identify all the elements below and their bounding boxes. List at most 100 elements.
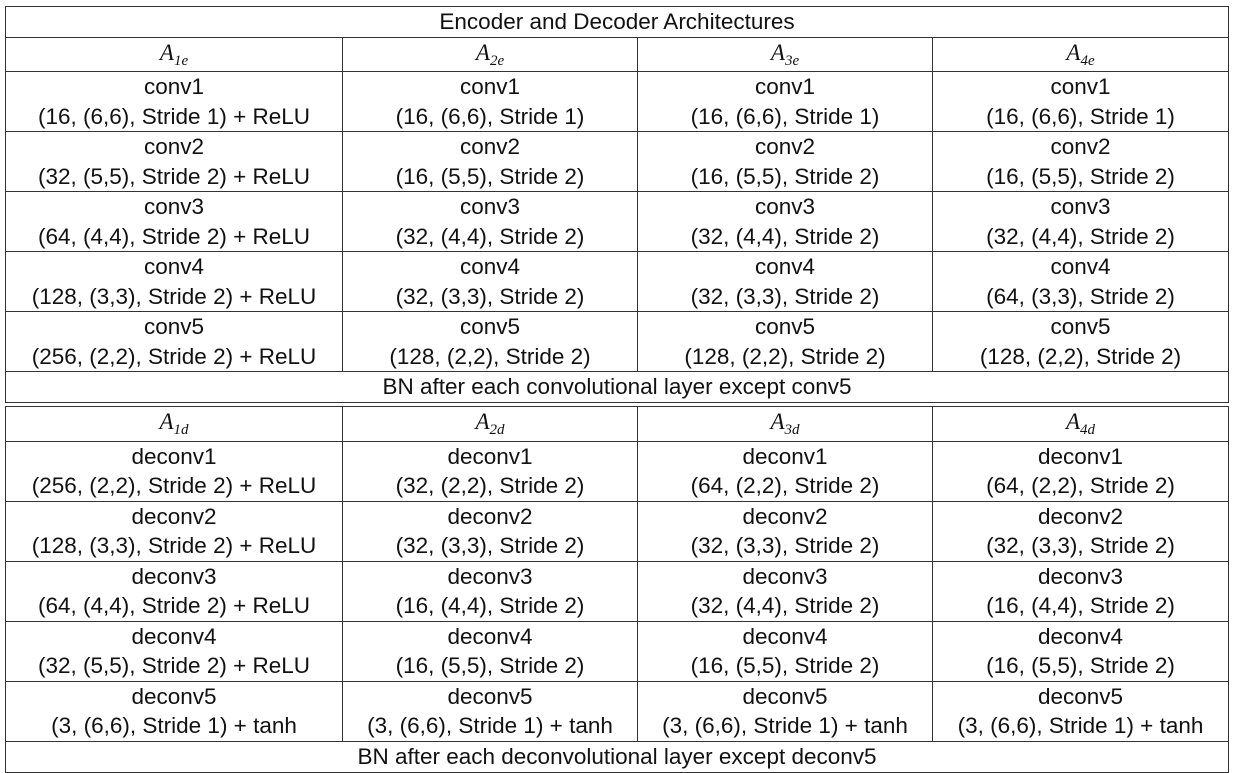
decoder-header-label: A3d	[770, 409, 799, 438]
header-subscript: 1d	[173, 422, 189, 438]
layer-spec: (3, (6,6), Stride 1) + tanh	[957, 713, 1204, 738]
decoder-layer-cell: deconv5 (3, (6,6), Stride 1) + tanh	[5, 680, 343, 742]
layer-name: conv3	[754, 194, 816, 219]
decoder-layer-cell: deconv4 (32, (5,5), Stride 2) + ReLU	[5, 620, 343, 682]
header-subscript: 3e	[784, 52, 800, 69]
layer-name: conv5	[754, 314, 816, 339]
decoder-layer-row: deconv2 (128, (3,3), Stride 2) + ReLU deco…	[5, 500, 1229, 562]
header-subscript: 2e	[489, 52, 505, 69]
decoder-layer-cell: deconv2 (32, (3,3), Stride 2)	[342, 500, 638, 562]
layer-spec: (32, (2,2), Stride 2)	[395, 473, 585, 498]
layer-name: conv3	[459, 194, 521, 219]
layer-spec: (16, (5,5), Stride 2)	[395, 653, 585, 678]
table-title: Encoder and Decoder Architectures	[4, 6, 1230, 38]
layer-spec: (32, (3,3), Stride 2)	[395, 533, 585, 558]
encoder-layer-cell: conv5 (128, (2,2), Stride 2)	[342, 311, 638, 372]
layer-spec: (16, (6,6), Stride 1)	[986, 103, 1175, 129]
layer-name: conv5	[459, 314, 521, 339]
decoder-layer-cell: deconv1 (64, (2,2), Stride 2)	[637, 440, 933, 502]
decoder-table: A1d A2d A3d A 4d deconv1 (256, (2,2), Stride …	[5, 406, 1229, 773]
layer-spec: (16, (5,5), Stride 2)	[986, 653, 1175, 678]
layer-name: deconv2	[742, 503, 828, 529]
decoder-layer-cell: deconv2 (128, (3,3), Stride 2) + ReLU	[5, 500, 343, 562]
layer-spec: (32, (4,4), Stride 2)	[690, 593, 880, 618]
encoder-layer-cell: conv3 (32, (4,4), Stride 2)	[931, 191, 1230, 252]
layer-spec: (16, (5,5), Stride 2)	[690, 653, 880, 678]
decoder-layer-cell: deconv4 (16, (5,5), Stride 2)	[932, 620, 1229, 682]
encoder-header-label: A3e	[770, 39, 799, 69]
header-base: A	[1066, 39, 1081, 65]
header-base: A	[770, 39, 785, 65]
layer-name: deconv5	[1037, 683, 1124, 709]
layer-name: conv3	[1050, 194, 1111, 219]
layer-spec: (32, (3,3), Stride 2)	[986, 533, 1175, 558]
header-subscript: 1e	[173, 52, 189, 69]
layer-spec: (32, (5,5), Stride 2) + ReLU	[38, 653, 310, 678]
decoder-layer-row: deconv3 (64, (4,4), Stride 2) + ReLU decon…	[5, 560, 1229, 622]
encoder-layer-cell: conv4 (64, (3,3), Stride 2)	[931, 251, 1230, 312]
layer-spec: (128, (2,2), Stride 2)	[979, 343, 1182, 369]
decoder-layer-cell: deconv4 (16, (5,5), Stride 2)	[637, 620, 933, 682]
encoder-header-label: A2e	[476, 40, 504, 69]
decoder-footer-note: BN after each deconvolutional layer exce…	[5, 740, 1229, 773]
layer-spec: (16, (6,6), Stride 1) + ReLU	[38, 103, 310, 129]
encoder-layer-row: conv1 (16, (6,6), Stride 1) + ReLU conv1 (1…	[5, 71, 1230, 132]
decoder-header-label: A1d	[159, 409, 188, 438]
encoder-layer-cell: conv5 (256, (2,2), Stride 2) + ReLU	[5, 311, 343, 372]
layer-name: deconv3	[742, 563, 828, 589]
layer-spec: (3, (6,6), Stride 1) + tanh	[367, 713, 613, 738]
decoder-footer-row: BN after each deconvolutional layer exce…	[5, 740, 1229, 773]
layer-name: deconv4	[742, 623, 828, 649]
encoder-header-cell: A3e	[637, 36, 933, 72]
encoder-header-row: A1e A2e A3e A4e	[5, 36, 1230, 72]
layer-spec: (64, (2,2), Stride 2)	[986, 473, 1175, 498]
layer-name: deconv2	[131, 503, 217, 529]
decoder-header-cell: A2d	[342, 406, 638, 442]
encoder-header-cell: A4e	[931, 36, 1230, 72]
layer-spec: (64, (4,4), Stride 2) + ReLU	[38, 593, 310, 618]
encoder-layer-row: conv3 (64, (4,4), Stride 2) + ReLU conv3 (3…	[5, 191, 1230, 252]
decoder-layer-cell: deconv4 (16, (5,5), Stride 2)	[342, 620, 638, 682]
encoder-layer-cell: conv2 (16, (5,5), Stride 2)	[637, 131, 933, 192]
layer-spec: (128, (2,2), Stride 2)	[684, 343, 886, 369]
layer-name: conv5	[1050, 314, 1111, 339]
layer-spec: (32, (4,4), Stride 2)	[986, 223, 1175, 249]
layer-spec: (3, (6,6), Stride 1) + tanh	[51, 713, 297, 738]
layer-spec: (16, (5,5), Stride 2)	[690, 163, 880, 189]
layer-name: deconv4	[131, 623, 217, 649]
decoder-layer-row: deconv5 (3, (6,6), Stride 1) + tanh deconv…	[5, 680, 1229, 742]
decoder-layer-cell: deconv5 (3, (6,6), Stride 1) + tanh	[342, 680, 638, 742]
layer-name: conv4	[143, 254, 205, 279]
encoder-layer-cell: conv4 (128, (3,3), Stride 2) + ReLU	[5, 251, 343, 312]
layer-name: conv3	[143, 194, 205, 219]
layer-spec: (32, (3,3), Stride 2)	[395, 283, 585, 309]
header-base: A	[770, 409, 785, 434]
decoder-layer-cell: deconv3 (16, (4,4), Stride 2)	[932, 560, 1229, 622]
header-subscript: 4d	[1080, 422, 1096, 438]
layer-name: deconv3	[447, 563, 533, 589]
encoder-header-label: A4e	[1066, 39, 1094, 69]
layer-spec: (16, (4,4), Stride 2)	[986, 593, 1175, 618]
layer-name: conv4	[754, 254, 816, 279]
layer-name: deconv5	[742, 683, 828, 709]
layer-spec: (16, (6,6), Stride 1)	[395, 103, 585, 129]
layer-name: deconv3	[131, 563, 217, 589]
encoder-layer-row: conv5 (256, (2,2), Stride 2) + ReLU conv5 (…	[5, 311, 1230, 372]
layer-spec: (32, (3,3), Stride 2)	[690, 283, 880, 309]
layer-spec: (128, (3,3), Stride 2) + ReLU	[31, 283, 317, 309]
layer-spec: (32, (4,4), Stride 2)	[395, 223, 585, 249]
decoder-layer-cell: deconv1 (256, (2,2), Stride 2) + ReLU	[5, 440, 343, 502]
encoder-layer-cell: conv1 (16, (6,6), Stride 1)	[931, 71, 1230, 132]
encoder-layer-cell: conv4 (32, (3,3), Stride 2)	[637, 251, 933, 312]
layer-name: conv2	[1050, 134, 1111, 159]
layer-name: conv1	[459, 74, 521, 99]
encoder-footer-note: BN after each convolutional layer except…	[4, 371, 1230, 403]
layer-name: conv1	[1050, 74, 1111, 99]
layer-spec: (256, (2,2), Stride 2) + ReLU	[31, 473, 317, 498]
decoder-layer-cell: deconv2 (32, (3,3), Stride 2)	[932, 500, 1229, 562]
layer-spec: (32, (3,3), Stride 2)	[690, 533, 880, 558]
decoder-header-cell: A3d	[637, 406, 933, 442]
layer-spec: (32, (5,5), Stride 2) + ReLU	[38, 163, 310, 189]
layer-name: deconv4	[447, 623, 533, 649]
layer-name: deconv3	[1037, 563, 1124, 589]
